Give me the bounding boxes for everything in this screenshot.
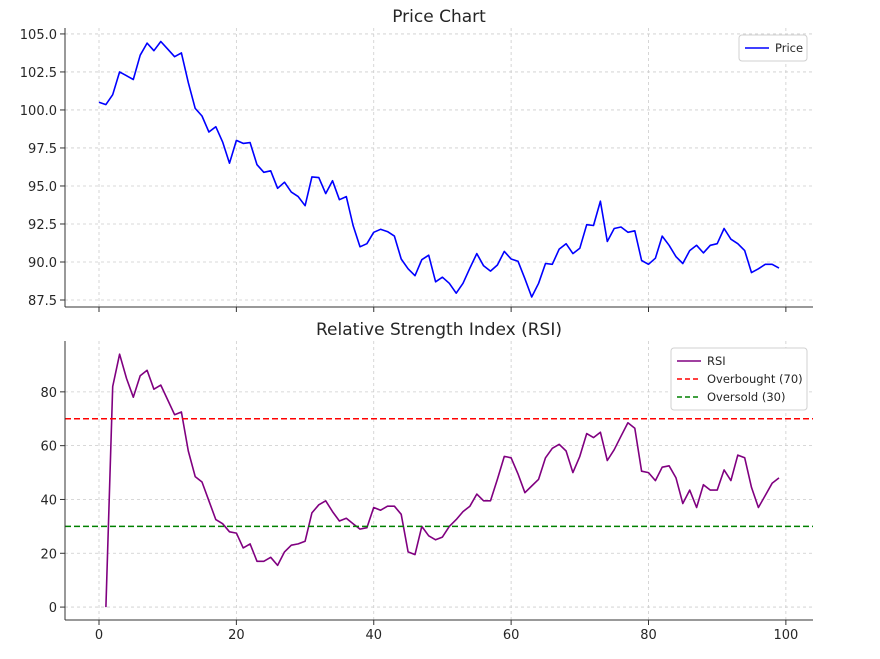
price-chart: Price Chart 87.5 90.0 92.5 95.0 97.5 100.0 102.… [20, 7, 813, 312]
y-tick-label: 40 [40, 493, 57, 508]
y-tick-label: 92.5 [28, 218, 57, 233]
legend: RSI Overbought (70) Oversold (30) [671, 348, 807, 410]
y-tick-label: 100.0 [20, 104, 57, 119]
x-tick-label: 80 [640, 628, 657, 643]
y-tick-label: 60 [40, 440, 57, 455]
y-tick-label: 105.0 [20, 28, 57, 43]
legend-label: RSI [707, 354, 726, 368]
legend-label: Price [775, 41, 803, 55]
y-tick-label: 95.0 [28, 180, 57, 195]
legend: Price [739, 35, 807, 61]
chart-title: Price Chart [392, 7, 486, 27]
legend-label: Overbought (70) [707, 372, 803, 386]
chart-title: Relative Strength Index (RSI) [316, 320, 562, 340]
x-tick-label: 40 [365, 628, 382, 643]
y-tick-label: 0 [49, 601, 57, 616]
x-tick-label: 100 [773, 628, 798, 643]
legend-label: Oversold (30) [707, 390, 785, 404]
rsi-chart: Relative Strength Index (RSI) 0 20 40 60 80 10… [40, 320, 813, 643]
y-tick-label: 97.5 [28, 142, 57, 157]
price-line [99, 42, 779, 298]
y-tick-label: 87.5 [28, 294, 57, 309]
y-tick-label: 102.5 [20, 66, 57, 81]
y-tick-label: 80 [40, 386, 57, 401]
x-tick-label: 0 [95, 628, 103, 643]
y-tick-label: 20 [40, 547, 57, 562]
y-tick-label: 90.0 [28, 256, 57, 271]
x-tick-label: 20 [228, 628, 245, 643]
x-tick-label: 60 [503, 628, 520, 643]
